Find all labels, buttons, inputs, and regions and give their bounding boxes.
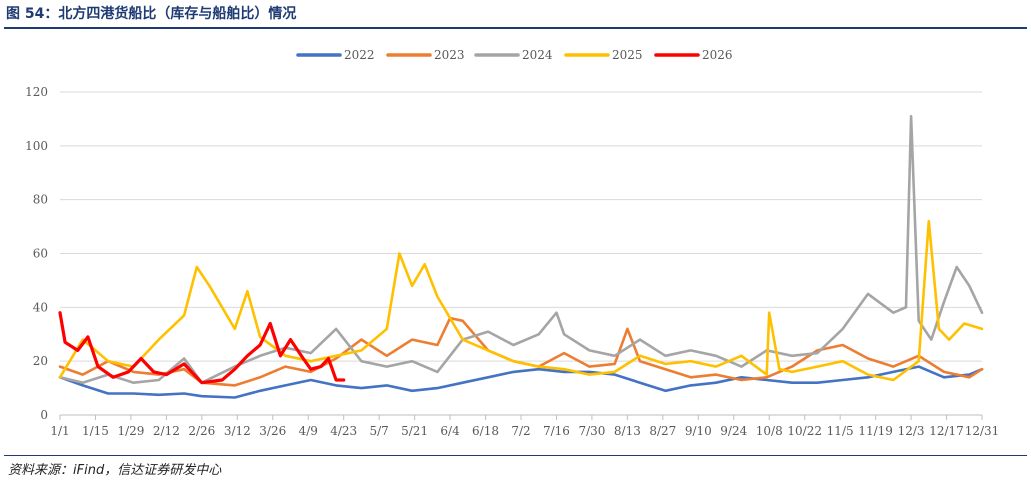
x-tick-label: 12/17	[929, 424, 964, 438]
y-tick-label: 20	[33, 354, 48, 368]
x-tick-label: 7/2	[511, 424, 530, 438]
x-tick-label: 11/19	[858, 424, 893, 438]
x-tick-label: 1/29	[117, 424, 144, 438]
x-tick-label: 5/21	[401, 424, 428, 438]
legend-label-2025: 2025	[612, 48, 643, 62]
y-tick-label: 40	[33, 300, 48, 314]
y-tick-label: 80	[33, 193, 48, 207]
series-lines	[58, 114, 984, 399]
x-tick-label: 5/7	[369, 424, 388, 438]
legend-label-2026: 2026	[702, 48, 733, 62]
x-tick-label: 1/1	[50, 424, 69, 438]
source-note: 资料来源：iFind，信达证券研发中心	[8, 463, 222, 478]
legend: 2022 2023 2024 2025 2026	[296, 48, 733, 62]
x-tick-label: 3/12	[224, 424, 251, 438]
series-line-2022	[58, 365, 984, 399]
x-tick-label: 6/18	[472, 424, 499, 438]
x-tick-label: 1/15	[82, 424, 109, 438]
line-chart: 2022 2023 2024 2025 2026 0 20 40 60 80 100 120 1/1…	[25, 48, 999, 438]
y-axis: 0 20 40 60 80 100 120	[25, 85, 48, 422]
x-tick-label: 7/30	[578, 424, 605, 438]
x-tick-label: 12/31	[965, 424, 1000, 438]
figure-title: 图 54：北方四港货船比（库存与船舶比）情况	[6, 6, 297, 22]
legend-label-2024: 2024	[522, 48, 553, 62]
x-tick-label: 4/23	[330, 424, 357, 438]
x-tick-label: 2/26	[188, 424, 215, 438]
title-rule	[4, 27, 1027, 29]
y-tick-label: 100	[25, 139, 48, 153]
series-line-2025	[58, 219, 984, 382]
y-tick-label: 0	[40, 408, 48, 422]
x-axis: 1/1 1/15 1/29 2/12 2/26 3/12 3/26 4/9 4/23 5/7 5/2…	[50, 415, 999, 438]
legend-label-2022: 2022	[344, 48, 375, 62]
legend-label-2023: 2023	[434, 48, 465, 62]
source-rule	[4, 455, 1027, 456]
y-tick-label: 120	[25, 85, 48, 99]
x-tick-label: 12/3	[898, 424, 925, 438]
x-tick-label: 10/8	[756, 424, 783, 438]
x-tick-label: 7/16	[543, 424, 570, 438]
x-tick-label: 9/24	[720, 424, 747, 438]
x-tick-label: 6/4	[440, 424, 460, 438]
x-tick-label: 9/10	[685, 424, 712, 438]
series-line-2026	[58, 311, 346, 385]
x-tick-label: 4/9	[299, 424, 318, 438]
series-line-2024	[58, 114, 984, 384]
x-tick-label: 10/22	[787, 424, 822, 438]
x-tick-label: 8/13	[614, 424, 641, 438]
gridlines	[60, 91, 982, 416]
x-tick-label: 3/26	[259, 424, 286, 438]
y-tick-label: 60	[33, 247, 48, 261]
x-tick-label: 2/12	[153, 424, 180, 438]
x-tick-label: 11/5	[827, 424, 854, 438]
x-tick-label: 8/27	[649, 424, 676, 438]
